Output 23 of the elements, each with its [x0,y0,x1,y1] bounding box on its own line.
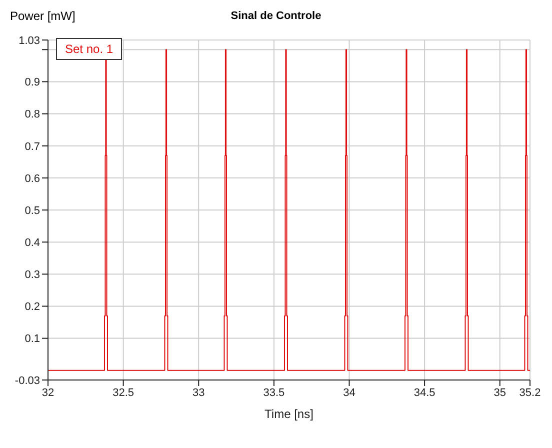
y-tick-label: 0.4 [24,236,40,249]
x-tick-label: 35 [494,386,506,399]
series-label: Set no. 1 [65,42,114,56]
y-tick-label: 0.5 [24,204,40,217]
y-tick-label: 0.6 [24,172,40,185]
y-tick-label: 0.9 [24,76,40,89]
chart-title: Sinal de Controle [230,10,322,22]
x-tick-label: 33 [192,386,205,399]
x-tick-label: 34.5 [414,386,436,399]
y-tick-label: -0.03 [14,374,40,387]
y-tick-label: 0.7 [24,140,40,153]
x-tick-label: 32 [42,386,54,399]
y-tick-label: 0.1 [24,333,40,346]
y-tick-label: 0.2 [24,301,40,314]
y-tick-label: 0.3 [24,269,40,282]
y-tick-label: 0.8 [24,108,40,121]
x-tick-label: 33.5 [263,386,285,399]
y-tick-label: 1.03 [18,34,40,47]
x-axis-title: Time [ns] [264,407,314,421]
x-tick-label: 34 [343,386,356,399]
y-axis-title: Power [mW] [10,9,76,23]
x-tick-label: 32.5 [112,386,134,399]
x-tick-label: 35.2 [519,386,541,399]
